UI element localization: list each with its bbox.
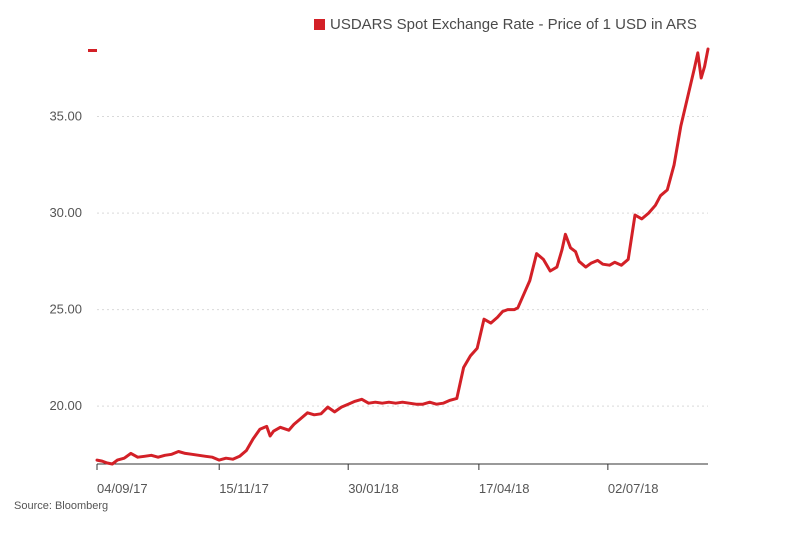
x-tick-label: 02/07/18 <box>608 481 659 496</box>
x-axis-ticks: 04/09/17 15/11/17 30/01/18 17/04/18 02/07/18 <box>96 464 659 496</box>
legend: USDARS Spot Exchange Rate - Price of 1 U… <box>314 16 697 33</box>
y-tick-label: 30.00 <box>49 205 82 220</box>
y-axis-tick-labels: 20.00 25.00 30.00 35.00 <box>49 109 82 414</box>
gridlines <box>97 116 708 407</box>
series-line-usdars <box>95 47 710 466</box>
top-clip-marker <box>88 49 97 52</box>
y-tick-label: 35.00 <box>49 109 82 124</box>
legend-label: USDARS Spot Exchange Rate - Price of 1 U… <box>330 16 697 33</box>
y-tick-label: 25.00 <box>49 302 82 317</box>
x-tick-label: 17/04/18 <box>479 481 530 496</box>
x-tick-label: 04/09/17 <box>97 481 148 496</box>
x-tick-label: 30/01/18 <box>348 481 399 496</box>
source-note: Source: Bloomberg <box>14 500 109 512</box>
legend-swatch <box>314 19 325 30</box>
x-tick-label: 15/11/17 <box>219 481 269 496</box>
y-tick-label: 20.00 <box>49 398 82 413</box>
